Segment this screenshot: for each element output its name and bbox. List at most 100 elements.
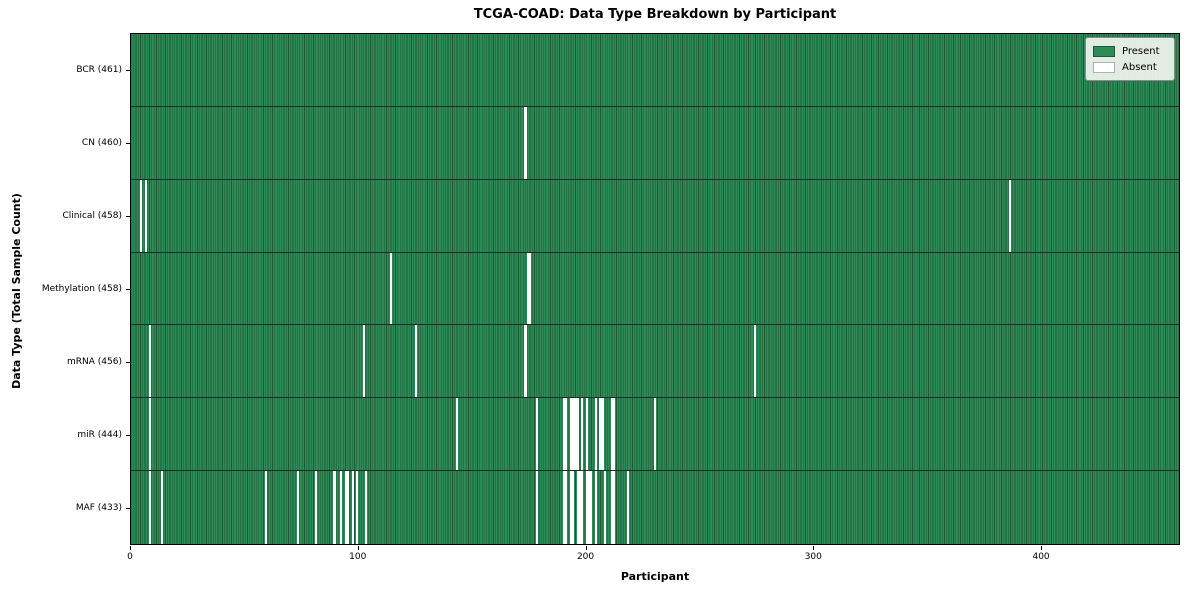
- absent-mark-maf-95: [346, 471, 350, 544]
- absent-mark-methylation-174: [526, 252, 529, 325]
- ytick-mark: [126, 435, 130, 436]
- absent-mark-maf-103: [365, 471, 368, 544]
- row-maf: [131, 471, 1179, 544]
- absent-mark-mir-143: [456, 398, 459, 471]
- absent-mark-maf-211: [610, 471, 613, 544]
- absent-mark-mir-178: [535, 398, 538, 471]
- plot-rows: [131, 34, 1179, 544]
- absent-mark-maf-59: [265, 471, 268, 544]
- legend-label-present: Present: [1122, 45, 1160, 57]
- absent-mark-maf-196: [576, 471, 579, 544]
- absent-mark-maf-97: [351, 471, 354, 544]
- absent-mark-maf-197: [578, 471, 582, 544]
- ytick-label-methylation: Methylation (458): [41, 284, 122, 294]
- absent-mark-maf-94: [344, 471, 347, 544]
- absent-mark-maf-73: [296, 471, 300, 544]
- absent-mark-maf-99: [356, 471, 359, 544]
- ytick-mark: [126, 143, 130, 144]
- ytick-mark: [126, 362, 130, 363]
- absent-mark-mir-204: [594, 398, 598, 471]
- absent-mark-mir-198: [581, 398, 584, 471]
- absent-mark-mir-191: [565, 398, 568, 471]
- legend-entry-absent: Absent: [1093, 59, 1166, 75]
- chart-title: TCGA-COAD: Data Type Breakdown by Partic…: [473, 7, 837, 22]
- absent-mark-maf-201: [587, 471, 591, 544]
- xtick-mark: [813, 546, 815, 550]
- ytick-label-clinical: Clinical (458): [62, 210, 122, 221]
- absent-mark-mir-211: [610, 398, 613, 471]
- xtick-label-400: 400: [1032, 552, 1050, 562]
- x-axis-title: Participant: [620, 570, 690, 583]
- ytick-label-mrna: mRNA (456): [67, 357, 122, 368]
- row-mir: [131, 398, 1179, 472]
- absent-mark-maf-208: [603, 471, 607, 544]
- absent-mark-mrna-8: [149, 325, 152, 398]
- absent-mark-mrna-102: [362, 325, 366, 398]
- xtick-label-200: 200: [576, 552, 595, 562]
- absent-mark-maf-200: [585, 471, 588, 544]
- ytick-mark: [126, 289, 130, 290]
- row-bcr: [131, 34, 1179, 107]
- absent-mark-maf-193: [569, 471, 573, 544]
- row-methylation: [131, 252, 1179, 326]
- absent-mark-maf-204: [594, 471, 598, 544]
- ytick-mark: [126, 70, 130, 71]
- absent-mark-maf-190: [562, 471, 566, 544]
- absent-mark-clinical-386: [1008, 179, 1011, 252]
- absent-mark-maf-8: [149, 471, 152, 544]
- absent-mark-clinical-6: [144, 179, 147, 252]
- xtick-mark: [1041, 546, 1043, 550]
- row-mrna: [131, 325, 1179, 399]
- xtick-mark: [357, 546, 359, 550]
- absent-mark-maf-81: [315, 471, 318, 544]
- xtick-label-300: 300: [804, 552, 822, 562]
- absent-mark-maf-191: [565, 471, 568, 544]
- absent-mark-mir-195: [574, 398, 577, 471]
- absent-mark-maf-13: [160, 471, 163, 544]
- absent-mark-mir-230: [653, 398, 657, 471]
- absent-mark-mir-207: [601, 398, 604, 471]
- absent-mark-maf-89: [333, 471, 336, 544]
- absent-mark-cn-173: [524, 106, 527, 179]
- absent-mark-mir-8: [149, 398, 152, 471]
- absent-mark-mir-193: [569, 398, 573, 471]
- absent-mark-methylation-175: [528, 252, 532, 325]
- absent-mark-mir-190: [562, 398, 566, 471]
- absent-mark-maf-218: [626, 471, 629, 544]
- legend-label-absent: Absent: [1122, 61, 1157, 73]
- xtick-label-0: 0: [127, 552, 133, 562]
- plot-area: [130, 33, 1180, 545]
- present-swatch-icon: [1093, 45, 1115, 57]
- ytick-label-bcr: BCR (461): [76, 64, 122, 75]
- absent-mark-mir-194: [572, 398, 575, 471]
- absent-mark-mrna-173: [524, 325, 527, 398]
- absent-mark-clinical-4: [140, 179, 143, 252]
- absent-mark-maf-202: [590, 471, 593, 544]
- ytick-label-mir: miR (444): [77, 430, 122, 441]
- legend: Present Absent: [1085, 37, 1175, 81]
- row-cn: [131, 106, 1179, 180]
- absent-mark-mrna-125: [415, 325, 418, 398]
- legend-entry-present: Present: [1093, 43, 1166, 59]
- absent-mark-maf-212: [612, 471, 616, 544]
- absent-mark-maf-92: [340, 471, 343, 544]
- absent-mark-mir-212: [612, 398, 616, 471]
- absent-mark-mir-206: [599, 398, 602, 471]
- absent-mark-maf-198: [581, 471, 584, 544]
- absent-mark-methylation-114: [390, 252, 393, 325]
- row-clinical: [131, 179, 1179, 253]
- absent-mark-mir-196: [576, 398, 579, 471]
- xtick-mark: [585, 546, 587, 550]
- ytick-mark: [126, 216, 130, 217]
- xtick-mark: [130, 546, 131, 550]
- absent-mark-maf-194: [572, 471, 575, 544]
- absent-mark-mir-200: [585, 398, 588, 471]
- ytick-mark: [126, 508, 130, 509]
- absent-mark-mrna-274: [753, 325, 757, 398]
- ytick-label-maf: MAF (433): [75, 503, 122, 514]
- ytick-label-cn: CN (460): [81, 137, 122, 148]
- absent-mark-maf-178: [535, 471, 538, 544]
- xtick-label-100: 100: [349, 552, 367, 562]
- absent-swatch-icon: [1093, 61, 1115, 73]
